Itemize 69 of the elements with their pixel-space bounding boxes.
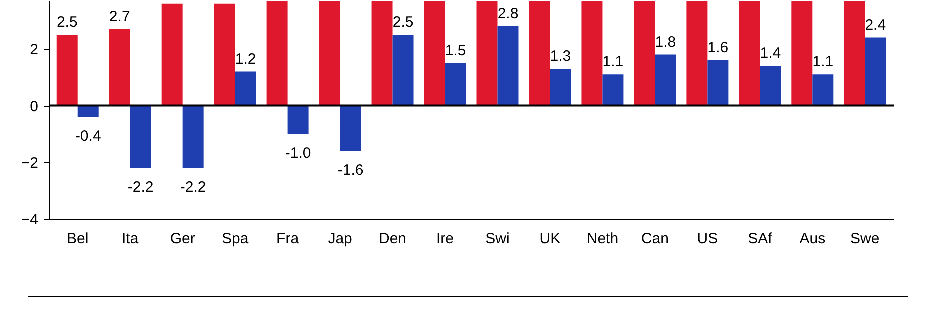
- x-tick-label: Aus: [800, 230, 826, 248]
- bar: [476, 1, 498, 106]
- x-tick-label: Fra: [276, 230, 300, 248]
- data-label: 2.7: [109, 8, 130, 26]
- bar: [392, 34, 414, 106]
- bar: [498, 26, 519, 106]
- data-label: -2.2: [128, 179, 154, 196]
- bar: [340, 106, 362, 152]
- x-tick-label: Ita: [122, 230, 140, 248]
- x-tick-label: Spa: [222, 230, 250, 248]
- bar: [792, 1, 813, 106]
- y-tick-label: −2: [21, 154, 38, 172]
- data-label: 2.4: [865, 16, 886, 34]
- x-tick-label: US: [697, 230, 718, 248]
- bar: [708, 60, 729, 106]
- x-tick-label: Can: [641, 230, 669, 248]
- data-label: 1.5: [445, 42, 466, 60]
- bar: [109, 29, 130, 106]
- x-tick-label: Den: [379, 230, 407, 248]
- data-label: 2.5: [392, 14, 414, 31]
- data-label: 2.8: [498, 5, 519, 22]
- bar: [235, 72, 256, 106]
- bar: [760, 66, 782, 106]
- data-label: 1.3: [550, 48, 572, 65]
- data-label: 1.1: [602, 54, 624, 71]
- y-tick-label: 2: [30, 42, 38, 59]
- bar: [162, 4, 183, 106]
- data-label: 1.8: [655, 34, 676, 51]
- bar: [288, 106, 309, 134]
- data-label: 1.6: [708, 39, 729, 56]
- bar: [56, 34, 78, 106]
- data-label: 1.4: [760, 45, 782, 62]
- bar: [655, 54, 676, 106]
- bar: [372, 1, 393, 106]
- x-tick-label: Swi: [486, 230, 510, 248]
- bar: [812, 74, 834, 106]
- bar: [550, 68, 572, 106]
- x-tick-label: Ger: [170, 230, 196, 248]
- x-tick-label: Jap: [328, 230, 352, 248]
- bar: [424, 1, 446, 106]
- x-tick-label: SAf: [748, 230, 774, 248]
- x-tick-label: Ire: [436, 230, 454, 248]
- bar: [865, 38, 886, 106]
- bar: [844, 1, 866, 106]
- bar: [686, 1, 708, 106]
- bar: [739, 1, 760, 106]
- bar: [182, 106, 204, 168]
- y-tick-label: −4: [21, 212, 38, 228]
- data-label: 2.5: [56, 14, 78, 31]
- bar: [582, 1, 603, 106]
- bar: [602, 74, 624, 106]
- x-tick-label: UK: [540, 230, 561, 248]
- y-tick-label: 0: [30, 98, 38, 116]
- bar: [130, 106, 152, 168]
- data-label: 1.2: [235, 50, 256, 68]
- data-label: -0.4: [75, 128, 102, 146]
- bar: [266, 1, 288, 106]
- data-label: -1.0: [285, 145, 312, 162]
- x-tick-label: Neth: [586, 230, 619, 248]
- bar: [445, 63, 466, 106]
- bar: [319, 1, 340, 106]
- bar: [634, 1, 656, 106]
- data-label: -2.2: [180, 179, 206, 196]
- data-label: -1.6: [338, 162, 364, 180]
- x-tick-label: Swe: [850, 230, 880, 248]
- bar: [529, 1, 550, 106]
- x-tick-label: Bel: [67, 230, 89, 248]
- bar: [214, 4, 236, 106]
- data-label: 1.1: [812, 54, 834, 71]
